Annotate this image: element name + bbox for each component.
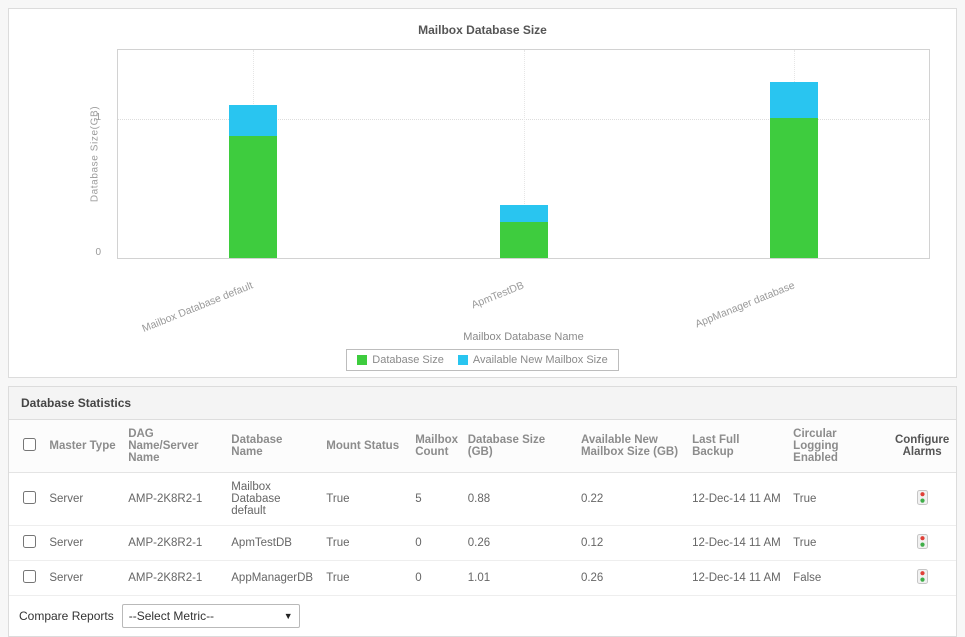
cell-mailbox-count: 0 [409, 560, 462, 596]
chart-legend: Database Size Available New Mailbox Size [9, 349, 956, 371]
cell-master-type: Server [43, 525, 123, 561]
col-header-dag-name: DAG Name/Server Name [122, 420, 226, 473]
cell-circular-logging: True [787, 525, 889, 561]
table-row: Server AMP-2K8R2-1 Mailbox Database defa… [9, 472, 956, 526]
table-row: Server AMP-2K8R2-1 ApmTestDB True 0 0.26… [9, 525, 956, 561]
chart-title: Mailbox Database Size [418, 23, 547, 37]
cell-database-name: Mailbox Database default [225, 472, 321, 526]
compare-reports-label: Compare Reports [19, 609, 114, 623]
bar-segment [769, 82, 818, 118]
x-axis-category-label: AppManager database [693, 279, 797, 331]
cell-master-type: Server [43, 560, 123, 596]
bar-segment [229, 136, 278, 258]
col-header-mount-status: Mount Status [320, 420, 410, 473]
cell-last-full-backup: 12-Dec-14 11 AM [686, 560, 788, 596]
database-statistics-table: Master Type DAG Name/Server Name Databas… [9, 420, 956, 596]
configure-alarms-icon[interactable] [916, 490, 928, 508]
stacked-bar-1 [229, 105, 278, 258]
cell-mount-status: True [320, 472, 410, 526]
col-header-master-type: Master Type [43, 420, 123, 473]
col-header-configure-alarms: Configure Alarms [888, 420, 956, 473]
row-checkbox[interactable] [23, 535, 36, 548]
cell-mailbox-count: 5 [409, 472, 462, 526]
cell-database-size: 0.88 [461, 472, 575, 526]
bar-segment [499, 205, 548, 222]
col-header-circular-logging: Circular Logging Enabled [787, 420, 889, 473]
cell-dag-name: AMP-2K8R2-1 [122, 525, 226, 561]
y-tick-label: 0 [95, 247, 101, 258]
statistics-panel: Database Statistics Master Type DAG Name… [8, 386, 957, 637]
bar-segment [229, 105, 278, 136]
cell-database-name: AppManagerDB [225, 560, 321, 596]
cell-mount-status: True [320, 560, 410, 596]
cell-mailbox-count: 0 [409, 525, 462, 561]
legend-label: Available New Mailbox Size [472, 354, 608, 366]
select-all-checkbox[interactable] [23, 438, 36, 451]
bar-segment [499, 222, 548, 258]
cell-circular-logging: True [787, 472, 889, 526]
x-gridline [523, 50, 525, 258]
cell-database-size: 1.01 [461, 560, 575, 596]
x-axis-category-label: Mailbox Database default [140, 279, 255, 335]
cell-last-full-backup: 12-Dec-14 11 AM [686, 525, 788, 561]
cell-available-size: 0.12 [574, 525, 687, 561]
col-header-last-full-backup: Last Full Backup [686, 420, 788, 473]
cell-available-size: 0.26 [574, 560, 687, 596]
legend-label: Database Size [372, 354, 444, 366]
cell-mount-status: True [320, 525, 410, 561]
cell-database-name: ApmTestDB [225, 525, 321, 561]
cell-master-type: Server [43, 472, 123, 526]
col-header-mailbox-count: Mailbox Count [409, 420, 462, 473]
x-axis-category-label: ApmTestDB [469, 279, 526, 312]
x-label-layer: Mailbox Database default ApmTestDB AppMana… [117, 261, 930, 335]
cell-last-full-backup: 12-Dec-14 11 AM [686, 472, 788, 526]
legend-item-available-new-mailbox-size: Available New Mailbox Size [457, 354, 608, 366]
stacked-bar-3 [769, 82, 818, 258]
table-row: Server AMP-2K8R2-1 AppManagerDB True 0 1… [9, 560, 956, 596]
table-footer: Compare Reports --Select Metric-- ▼ [9, 596, 956, 636]
configure-alarms-icon[interactable] [916, 569, 928, 587]
cell-circular-logging: False [787, 560, 889, 596]
legend-box: Database Size Available New Mailbox Size [346, 349, 619, 371]
cell-available-size: 0.22 [574, 472, 687, 526]
x-axis-title: Mailbox Database Name [463, 331, 584, 343]
statistics-panel-title: Database Statistics [9, 387, 956, 420]
col-header-database-name: Database Name [225, 420, 321, 473]
row-checkbox[interactable] [23, 570, 36, 583]
plot-area [117, 49, 930, 259]
chart-panel: Mailbox Database Size Database Size(GB) … [8, 8, 957, 378]
legend-swatch-available-size [457, 355, 468, 365]
configure-alarms-icon[interactable] [916, 534, 928, 552]
cell-dag-name: AMP-2K8R2-1 [122, 560, 226, 596]
col-header-available-size: Available New Mailbox Size (GB) [574, 420, 687, 473]
bar-segment [769, 118, 818, 258]
y-tick-label: 1 [95, 112, 101, 124]
cell-dag-name: AMP-2K8R2-1 [122, 472, 226, 526]
col-header-database-size: Database Size (GB) [461, 420, 575, 473]
legend-swatch-database-size [357, 355, 368, 365]
legend-item-database-size: Database Size [357, 354, 444, 366]
cell-database-size: 0.26 [461, 525, 575, 561]
stacked-bar-2 [499, 205, 548, 258]
row-checkbox[interactable] [23, 491, 36, 504]
table-header-row: Master Type DAG Name/Server Name Databas… [9, 420, 956, 473]
page: Mailbox Database Size Database Size(GB) … [8, 8, 957, 637]
